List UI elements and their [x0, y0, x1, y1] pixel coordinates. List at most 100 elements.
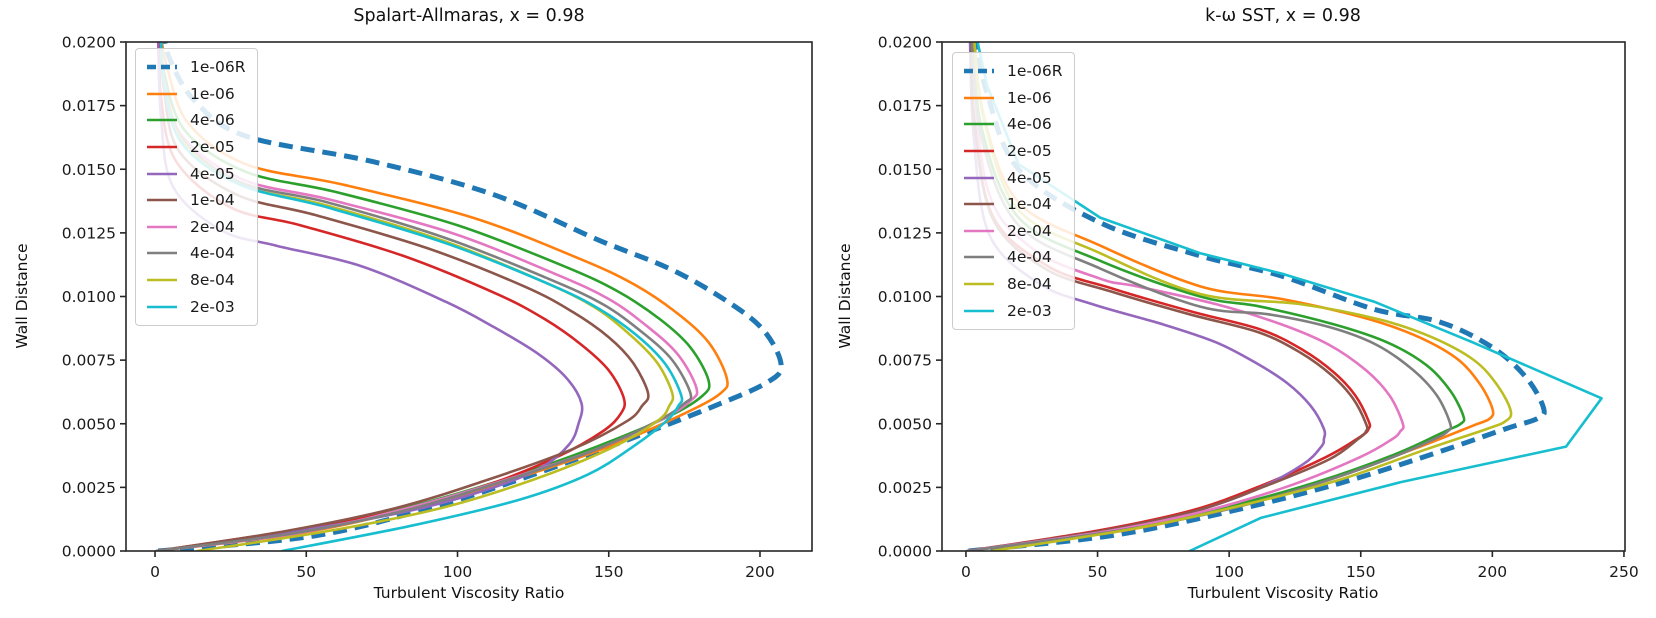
- x-axis-tick-label: 150: [1346, 563, 1376, 581]
- legend-item-8e-04: 8e-04: [146, 267, 245, 294]
- legend-label: 4e-05: [190, 164, 235, 183]
- left-x-axis-label: Turbulent Viscosity Ratio: [373, 584, 565, 602]
- legend-line-swatch: [964, 176, 994, 179]
- y-axis-tick-label: 0.0000: [878, 543, 932, 561]
- legend-item-4e-05: 4e-05: [146, 160, 245, 187]
- legend-item-8e-04: 8e-04: [963, 271, 1062, 298]
- x-axis-tick-label: 200: [745, 563, 775, 581]
- legend-label: 4e-05: [1007, 168, 1052, 187]
- y-axis-tick-label: 0.0050: [878, 415, 932, 433]
- left-y-axis-label: Wall Distance: [13, 243, 31, 349]
- y-axis-tick-label: 0.0050: [62, 415, 116, 433]
- y-axis-tick-label: 0.0025: [62, 479, 116, 497]
- legend-label: 4e-04: [190, 244, 235, 263]
- right-legend: 1e-06R 1e-06 4e-06 2e-05 4e-05 1e-04 2e-04 4e-0…: [952, 52, 1076, 330]
- legend-line-swatch: [964, 256, 994, 259]
- x-axis-tick-label: 150: [594, 563, 624, 581]
- legend-label: 2e-03: [1007, 301, 1052, 320]
- curve-8e-04: [973, 42, 1513, 551]
- legend-label: 4e-06: [190, 111, 235, 130]
- legend-item-2e-05: 2e-05: [146, 134, 245, 161]
- legend-label: 1e-06R: [190, 58, 246, 77]
- y-axis-tick-label: 0.0100: [62, 288, 116, 306]
- y-axis-tick-label: 0.0200: [878, 34, 932, 52]
- legend-item-2e-05: 2e-05: [963, 138, 1062, 165]
- legend-label: 1e-06: [190, 84, 235, 103]
- x-axis-tick-label: 50: [1088, 563, 1108, 581]
- legend-item-4e-06: 4e-06: [963, 111, 1062, 138]
- legend-line-swatch: [964, 282, 994, 286]
- legend-item-2e-03: 2e-03: [963, 297, 1062, 324]
- legend-item-1e-06R: 1e-06R: [963, 58, 1062, 85]
- legend-item-4e-05: 4e-05: [963, 164, 1062, 191]
- legend-line-swatch: [147, 92, 177, 96]
- legend-line-swatch: [147, 225, 177, 229]
- legend-item-1e-06: 1e-06: [146, 81, 245, 108]
- legend-line-swatch: [147, 145, 177, 149]
- y-axis-tick-label: 0.0100: [878, 288, 932, 306]
- legend-label: 2e-03: [190, 297, 235, 316]
- y-axis-tick-label: 0.0025: [878, 479, 932, 497]
- legend-item-4e-06: 4e-06: [146, 107, 245, 134]
- legend-item-1e-04: 1e-04: [146, 187, 245, 214]
- x-axis-tick-label: 50: [296, 563, 316, 581]
- legend-label: 2e-04: [190, 217, 235, 236]
- legend-item-4e-04: 4e-04: [963, 244, 1062, 271]
- y-axis-tick-label: 0.0075: [62, 352, 116, 370]
- y-axis-tick-label: 0.0175: [62, 97, 116, 115]
- legend-line-swatch: [964, 149, 994, 153]
- legend-label: 1e-06: [1007, 88, 1052, 107]
- x-axis-tick-label: 0: [150, 563, 160, 581]
- legend-item-1e-04: 1e-04: [963, 191, 1062, 218]
- y-axis-tick-label: 0.0175: [878, 97, 932, 115]
- x-axis-tick-label: 100: [1214, 563, 1244, 581]
- y-axis-tick-label: 0.0200: [62, 34, 116, 52]
- x-axis-tick-label: 100: [443, 563, 473, 581]
- legend-item-2e-04: 2e-04: [146, 214, 245, 241]
- legend-label: 4e-04: [1007, 248, 1052, 267]
- x-axis-tick-label: 200: [1478, 563, 1508, 581]
- right-chart-title: k-ω SST, x = 0.98: [1205, 6, 1361, 26]
- left-chart-title: Spalart-Allmaras, x = 0.98: [353, 6, 585, 26]
- y-axis-tick-label: 0.0150: [878, 161, 932, 179]
- legend-line-swatch: [964, 96, 994, 100]
- y-axis-tick-label: 0.0125: [62, 224, 116, 242]
- right-x-axis-label: Turbulent Viscosity Ratio: [1187, 584, 1379, 602]
- legend-label: 1e-04: [190, 191, 235, 210]
- legend-line-swatch: [964, 123, 994, 126]
- curve-1e-06R: [968, 42, 1547, 551]
- y-axis-tick-label: 0.0075: [878, 352, 932, 370]
- legend-item-4e-04: 4e-04: [146, 240, 245, 267]
- legend-line-swatch: [147, 65, 177, 70]
- legend-item-1e-06: 1e-06: [963, 85, 1062, 112]
- legend-line-swatch: [147, 172, 177, 175]
- y-axis-tick-label: 0.0125: [878, 224, 932, 242]
- legend-label: 1e-04: [1007, 195, 1052, 214]
- legend-item-1e-06R: 1e-06R: [146, 54, 245, 81]
- legend-label: 2e-05: [190, 138, 235, 157]
- right-y-axis-label: Wall Distance: [836, 243, 854, 349]
- legend-item-2e-03: 2e-03: [146, 293, 245, 320]
- legend-line-swatch: [147, 305, 177, 308]
- x-axis-tick-label: 250: [1609, 563, 1639, 581]
- y-axis-tick-label: 0.0000: [62, 543, 116, 561]
- legend-line-swatch: [147, 252, 177, 255]
- legend-label: 2e-04: [1007, 221, 1052, 240]
- legend-label: 8e-04: [1007, 275, 1052, 294]
- legend-line-swatch: [147, 119, 177, 122]
- legend-line-swatch: [964, 309, 994, 312]
- legend-label: 1e-06R: [1007, 62, 1063, 81]
- legend-line-swatch: [147, 278, 177, 282]
- legend-line-swatch: [964, 202, 994, 206]
- legend-label: 2e-05: [1007, 142, 1052, 161]
- legend-item-2e-04: 2e-04: [963, 218, 1062, 245]
- legend-label: 8e-04: [190, 271, 235, 290]
- y-axis-tick-label: 0.0150: [62, 161, 116, 179]
- legend-line-swatch: [964, 69, 994, 74]
- legend-line-swatch: [964, 229, 994, 233]
- left-legend: 1e-06R 1e-06 4e-06 2e-05 4e-05 1e-04 2e-04 4e-0…: [135, 48, 259, 326]
- x-axis-tick-label: 0: [961, 563, 971, 581]
- legend-label: 4e-06: [1007, 115, 1052, 134]
- legend-line-swatch: [147, 198, 177, 202]
